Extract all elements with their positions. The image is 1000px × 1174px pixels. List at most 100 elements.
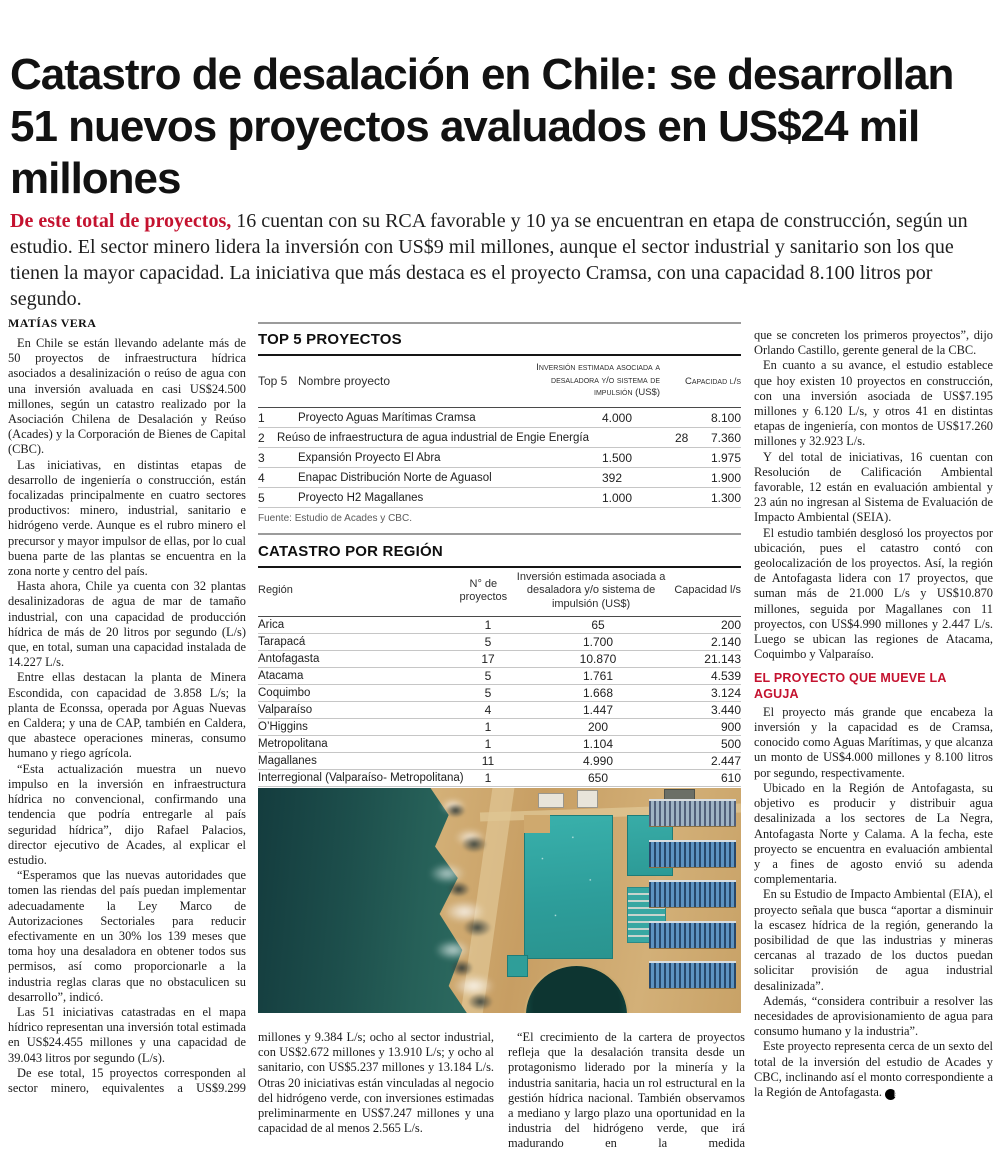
cell-capacity: 900: [720, 720, 741, 734]
cell-region: Tarapacá: [258, 636, 306, 648]
top5-table-title: TOP 5 PROYECTOS: [258, 331, 402, 348]
cell-capacity: 500: [720, 737, 741, 751]
main-plant-building: [523, 815, 613, 959]
cell-rank: 1: [258, 410, 265, 425]
plant-shed: [538, 792, 565, 808]
top5-table-header: Top 5 Nombre proyecto Inversión estimada…: [258, 356, 741, 408]
table-row: 5 Proyecto H2 Magallanes 1.000 1.300: [258, 488, 741, 508]
header-region: Región: [258, 584, 293, 597]
section-divider-rule: [258, 322, 741, 324]
table-row: 4 Enapac Distribución Norte de Aguasol 3…: [258, 468, 741, 488]
header-investment: Inversión estimada asociada a desaladora…: [516, 570, 666, 610]
cell-capacity: 3.440: [710, 703, 741, 717]
table-row: 1 Proyecto Aguas Marítimas Cramsa 4.000 …: [258, 408, 741, 428]
cell-region: O’Higgins: [258, 721, 308, 733]
cell-investment: 28: [674, 430, 689, 445]
table-row: Coquimbo 5 1.668 3.124: [258, 685, 741, 702]
cell-investment: 1.447: [582, 703, 614, 717]
cell-investment: 200: [587, 720, 609, 734]
body-column-right: que se concreten los primeros proyectos”…: [754, 328, 993, 1174]
cell-region: Valparaíso: [258, 704, 313, 716]
cell-capacity: 1.900: [710, 470, 741, 485]
header-name: Nombre proyecto: [298, 374, 391, 388]
paragraph: “Esta actualización muestra un nuevo imp…: [8, 761, 246, 867]
cell-n: 5: [484, 669, 492, 683]
table-row: 3 Expansión Proyecto El Abra 1.500 1.975: [258, 448, 741, 468]
cell-n: 1: [484, 737, 492, 751]
table-row: Magallanes 11 4.990 2.447: [258, 753, 741, 770]
title-rule: [258, 354, 741, 356]
cell-capacity: 1.975: [710, 450, 741, 465]
paragraph: Entre ellas destacan la planta de Minera…: [8, 670, 246, 761]
shoreline-rocks: [436, 788, 500, 1013]
body-column-mid-right: “El crecimiento de la cartera de proyect…: [508, 1030, 745, 1174]
cell-region: Magallanes: [258, 755, 317, 767]
plant-shed: [576, 790, 599, 808]
paragraph: Hasta ahora, Chile ya cuenta con 32 plan…: [8, 579, 246, 670]
cell-n: 1: [484, 618, 492, 632]
paragraph: En su Estudio de Impacto Ambiental (EIA)…: [754, 887, 993, 993]
table-row: Valparaíso 4 1.447 3.440: [258, 702, 741, 719]
cell-capacity: 2.447: [710, 754, 741, 768]
table-row: Tarapacá 5 1.700 2.140: [258, 634, 741, 651]
cell-name: Proyecto H2 Magallanes: [298, 491, 424, 504]
byline: MATÍAS VERA: [8, 316, 97, 330]
cell-n: 17: [481, 652, 495, 666]
paragraph-text: Este proyecto representa cerca de un sex…: [754, 1039, 993, 1099]
paragraph: Y del total de iniciativas, 16 cuentan c…: [754, 449, 993, 525]
cell-n: 1: [484, 771, 492, 785]
regions-table-header: Región N° de proyectos Inversión estimad…: [258, 568, 741, 617]
cell-investment: 1.104: [582, 737, 614, 751]
cell-rank: 3: [258, 450, 265, 465]
table-row: 2 Reúso de infraestructura de agua indus…: [258, 428, 741, 448]
cell-rank: 5: [258, 490, 265, 505]
paragraph: “Esperamos que las nuevas autoridades qu…: [8, 868, 246, 1004]
table-row: O’Higgins 1 200 900: [258, 719, 741, 736]
paragraph: millones y 9.384 L/s; ocho al sector ind…: [258, 1030, 494, 1136]
article-lead: De este total de proyectos, 16 cuentan c…: [10, 208, 993, 312]
cell-capacity: 2.140: [710, 635, 741, 649]
cell-rank: 4: [258, 470, 265, 485]
cell-investment: 1.761: [582, 669, 614, 683]
paragraph: Este proyecto representa cerca de un sex…: [754, 1039, 993, 1100]
small-building: [506, 954, 529, 977]
cell-capacity: 7.360: [710, 430, 741, 445]
body-column-left: En Chile se están llevando adelante más …: [8, 336, 246, 1174]
section-subhead: EL PROYECTO QUE MUEVE LA AGUJA: [754, 671, 947, 701]
cell-region: Antofagasta: [258, 653, 320, 665]
paragraph: De ese total, 15 proyectos corresponden …: [8, 1065, 246, 1095]
cell-capacity: 21.143: [704, 652, 741, 666]
cell-capacity: 200: [720, 618, 741, 632]
paragraph: Además, “considera contribuir a resolver…: [754, 993, 993, 1039]
paragraph: Ubicado en la Región de Antofagasta, su …: [754, 780, 993, 887]
section-divider-rule: [258, 533, 741, 535]
cell-investment: 4.990: [582, 754, 614, 768]
cell-capacity: 610: [720, 771, 741, 785]
paragraph: El proyecto más grande que encabeza la i…: [754, 704, 993, 780]
cell-n: 11: [481, 754, 495, 768]
cell-investment: 65: [591, 618, 605, 632]
cell-n: 5: [484, 686, 492, 700]
table-row: Metropolitana 1 1.104 500: [258, 736, 741, 753]
cell-capacity: 1.300: [710, 490, 741, 505]
cell-name: Enapac Distribución Norte de Aguasol: [298, 471, 492, 484]
circular-basin: [523, 963, 630, 1013]
aerial-photo-desalination-plant: [258, 788, 741, 1013]
treatment-train: [649, 880, 737, 908]
treatment-train: [649, 920, 737, 949]
header-capacity: Capacidad l/s: [685, 375, 741, 387]
regions-table-title: CATASTRO POR REGIÓN: [258, 543, 443, 560]
header-investment: Inversión estimada asociada a desaladora…: [536, 362, 660, 399]
header-capacity: Capacidad l/s: [674, 584, 741, 597]
header-rank: Top 5: [258, 374, 288, 388]
cell-investment: 1.500: [602, 450, 633, 465]
paragraph: En cuanto a su avance, el estudio establ…: [754, 358, 993, 449]
cell-rank: 2: [258, 430, 265, 445]
cell-capacity: 3.124: [710, 686, 741, 700]
cell-name: Expansión Proyecto El Abra: [298, 451, 441, 464]
cell-name: Reúso de infraestructura de agua industr…: [277, 431, 589, 444]
cell-investment: 1.668: [582, 686, 614, 700]
lead-intro: De este total de proyectos,: [10, 210, 232, 232]
treatment-train: [649, 961, 737, 989]
